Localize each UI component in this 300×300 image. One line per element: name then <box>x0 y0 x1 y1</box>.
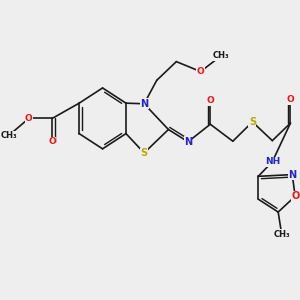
Text: O: O <box>206 96 214 105</box>
Text: O: O <box>25 114 33 123</box>
Text: CH₃: CH₃ <box>273 230 290 239</box>
Text: CH₃: CH₃ <box>1 131 17 140</box>
Text: NH: NH <box>265 157 280 166</box>
Text: N: N <box>184 137 192 147</box>
Text: CH₃: CH₃ <box>213 51 230 60</box>
Text: S: S <box>249 117 256 127</box>
Text: O: O <box>286 95 294 104</box>
Text: N: N <box>140 99 148 109</box>
Text: N: N <box>288 169 296 180</box>
Text: O: O <box>48 137 56 146</box>
Text: O: O <box>291 191 299 201</box>
Text: O: O <box>197 67 205 76</box>
Text: S: S <box>141 148 148 158</box>
